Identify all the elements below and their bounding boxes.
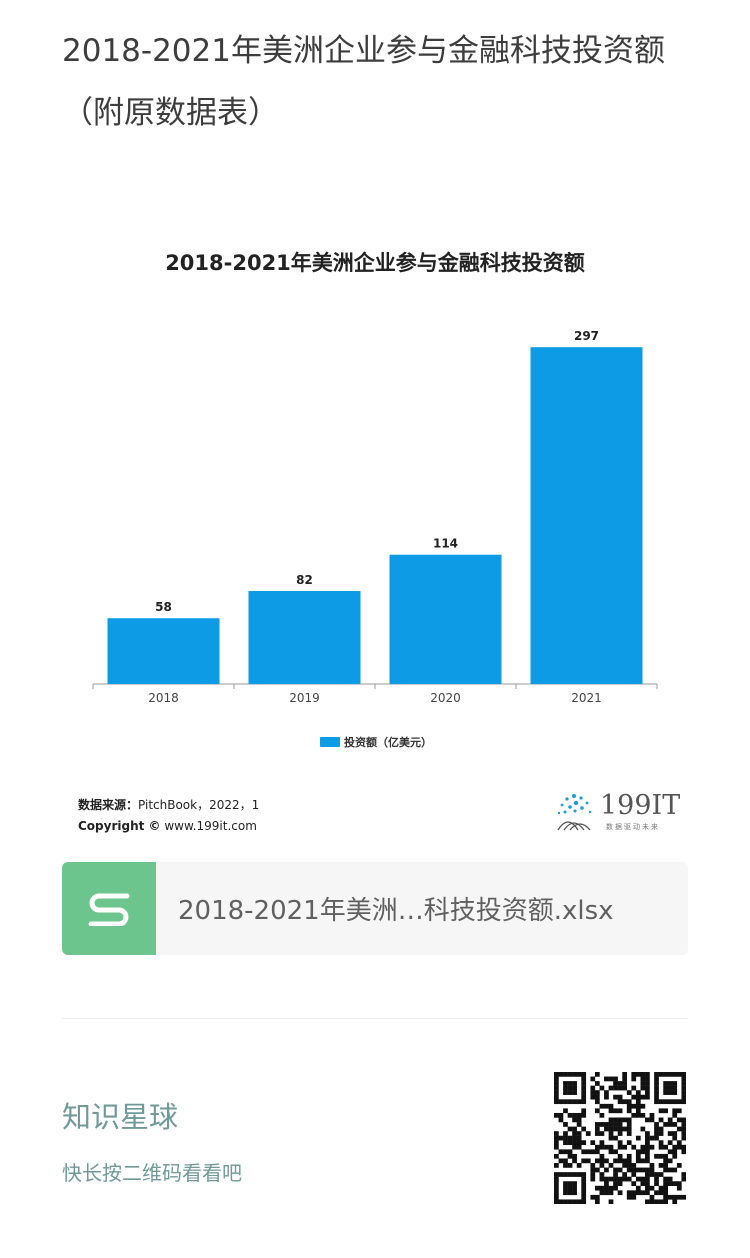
copyright-label: Copyright ©	[78, 819, 161, 833]
page-title: 2018-2021年美洲企业参与金融科技投资额（附原数据表）	[62, 33, 665, 131]
divider	[62, 1018, 688, 1019]
chart-svg: 2018-2021年美洲企业参与金融科技投资额 58 2018 82 2019 114 20…	[92, 251, 658, 749]
dots-logo-icon	[557, 794, 592, 831]
spreadsheet-s-icon	[62, 862, 156, 955]
bar-2019	[248, 591, 361, 684]
s-letter-icon	[88, 893, 130, 926]
copyright-text: www.199it.com	[160, 819, 257, 833]
x-tick-label-2019: 2019	[289, 691, 320, 705]
bar-2020	[389, 554, 502, 684]
qr-code-icon[interactable]	[554, 1072, 686, 1204]
data-source-label: 数据来源：	[78, 798, 139, 812]
x-tick-label-2020: 2020	[430, 691, 461, 705]
199it-logo: 199IT 数据驱动未来	[554, 790, 684, 834]
data-source-text: PitchBook，2022，1	[138, 798, 260, 812]
logo-wordmark: 199IT	[600, 790, 681, 821]
data-label-2020: 114	[433, 537, 458, 551]
x-tick-label-2018: 2018	[148, 691, 179, 705]
attachment-file-name[interactable]: 2018-2021年美洲…科技投资额.xlsx	[178, 896, 614, 926]
legend-label: 投资额（亿美元）	[344, 735, 432, 749]
chart-title: 2018-2021年美洲企业参与金融科技投资额	[165, 251, 585, 275]
bar-chart: 2018-2021年美洲企业参与金融科技投资额 58 2018 82 2019 114 20…	[60, 200, 690, 850]
bar-2018	[107, 618, 220, 684]
source-note: 数据来源：PitchBook，2022，1 Copyright © www.19…	[78, 795, 259, 837]
legend-swatch	[320, 737, 340, 747]
x-tick-label-2021: 2021	[571, 691, 602, 705]
bar-2021	[530, 347, 643, 684]
zsxq-title: 知识星球	[62, 1100, 179, 1134]
zsxq-subtitle: 快长按二维码看看吧	[62, 1161, 242, 1185]
logo-tagline: 数据驱动未来	[606, 823, 660, 831]
data-label-2021: 297	[574, 329, 599, 343]
data-source-line: 数据来源：PitchBook，2022，1	[78, 795, 259, 816]
data-label-2018: 58	[155, 600, 172, 614]
attachment-card[interactable]: 2018-2021年美洲…科技投资额.xlsx	[62, 862, 688, 955]
data-label-2019: 82	[296, 573, 313, 587]
copyright-line: Copyright © www.199it.com	[78, 816, 259, 837]
